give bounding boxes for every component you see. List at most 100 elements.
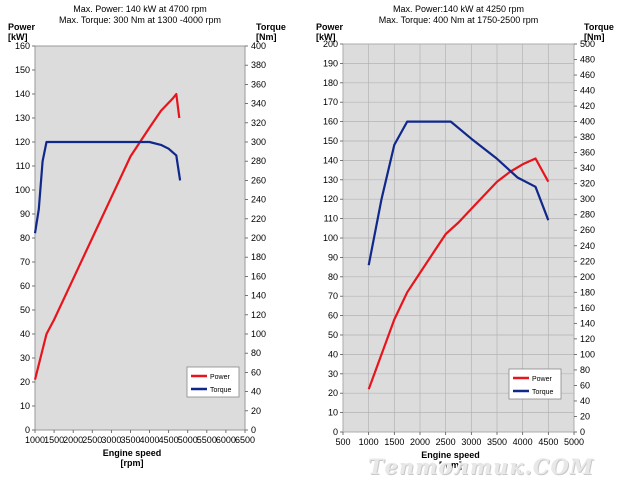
x-tick-label: 1000 — [25, 435, 45, 445]
y-right-tick-label: 160 — [580, 303, 595, 313]
series-line-power — [33, 92, 181, 380]
y-left-tick-label: 150 — [15, 65, 30, 75]
x-tick-label: 2500 — [82, 435, 102, 445]
y-left-tick-label: 50 — [328, 330, 338, 340]
y-right-tick-label: 320 — [580, 179, 595, 189]
y-left-tick-label: 150 — [323, 136, 338, 146]
y-left-tick-label: 140 — [323, 155, 338, 165]
y-left-tick-label: 30 — [328, 369, 338, 379]
x-axis-label: Engine speed — [103, 448, 162, 458]
y-left-tick-label: 180 — [323, 78, 338, 88]
y-left-tick-label: 160 — [15, 41, 30, 51]
series-line-power — [367, 157, 550, 390]
y-left-tick-label: 130 — [15, 113, 30, 123]
x-tick-label: 6500 — [235, 435, 255, 445]
y-left-tick-label: 40 — [20, 329, 30, 339]
legend: Power Torque — [508, 368, 562, 400]
y-left-tick-label: 90 — [328, 252, 338, 262]
y-left-tick-label: 170 — [323, 97, 338, 107]
chart-subtitle: Max. Torque: 400 Nm at 1750-2500 rpm — [379, 15, 538, 25]
y-right-tick-label: 180 — [251, 252, 266, 262]
x-tick-label: 4500 — [538, 437, 558, 447]
y-right-tick-label: 260 — [580, 225, 595, 235]
y-left-tick-label: 20 — [20, 377, 30, 387]
y-left-tick-label: 80 — [328, 272, 338, 282]
y-axis-right-unit: [Nm] — [584, 32, 605, 42]
y-left-tick-label: 0 — [333, 427, 338, 437]
y-right-tick-label: 280 — [580, 210, 595, 220]
x-tick-label: 3000 — [101, 435, 121, 445]
chart-title: Max. Power:140 kW at 4250 rpm — [393, 4, 524, 14]
x-tick-label: 4500 — [159, 435, 179, 445]
y-right-tick-label: 300 — [251, 137, 266, 147]
y-right-tick-label: 300 — [580, 194, 595, 204]
x-tick-label: 3500 — [487, 437, 507, 447]
y-right-tick-label: 100 — [580, 349, 595, 359]
legend-box — [186, 366, 240, 398]
y-left-tick-label: 100 — [15, 185, 30, 195]
y-right-tick-label: 360 — [251, 79, 266, 89]
x-tick-label: 5000 — [178, 435, 198, 445]
y-right-tick-label: 220 — [580, 256, 595, 266]
x-tick-label: 4000 — [513, 437, 533, 447]
legend-box — [508, 368, 562, 400]
x-axis-label: Engine speed — [421, 450, 480, 460]
series-line-torque — [33, 140, 182, 234]
y-right-tick-label: 20 — [580, 411, 590, 421]
x-axis-unit: [rpm] — [121, 458, 144, 468]
legend-label-torque: Torque — [210, 387, 232, 394]
y-left-tick-label: 120 — [323, 194, 338, 204]
y-right-tick-label: 120 — [580, 334, 595, 344]
y-left-tick-label: 90 — [20, 209, 30, 219]
y-right-tick-label: 240 — [251, 195, 266, 205]
y-axis-right-label: Torque — [256, 22, 286, 32]
y-left-tick-label: 0 — [25, 425, 30, 435]
x-tick-label: 500 — [335, 437, 350, 447]
y-left-tick-label: 160 — [323, 117, 338, 127]
y-right-tick-label: 420 — [580, 101, 595, 111]
y-right-tick-label: 180 — [580, 287, 595, 297]
y-right-tick-label: 400 — [251, 41, 266, 51]
y-right-tick-label: 160 — [251, 271, 266, 281]
x-tick-label: 2000 — [410, 437, 430, 447]
x-tick-label: 4000 — [140, 435, 160, 445]
x-tick-label: 2000 — [63, 435, 83, 445]
y-right-tick-label: 220 — [251, 214, 266, 224]
y-right-tick-label: 200 — [580, 272, 595, 282]
y-right-tick-label: 80 — [251, 348, 261, 358]
y-left-tick-label: 130 — [323, 175, 338, 185]
legend-label-power: Power — [532, 376, 553, 383]
y-left-tick-label: 60 — [20, 281, 30, 291]
y-right-tick-label: 60 — [580, 380, 590, 390]
x-tick-label: 3000 — [461, 437, 481, 447]
y-right-tick-label: 100 — [251, 329, 266, 339]
x-axis-unit: [rpm] — [439, 460, 462, 470]
y-left-tick-label: 40 — [328, 349, 338, 359]
y-left-tick-label: 100 — [323, 233, 338, 243]
y-right-tick-label: 240 — [580, 241, 595, 251]
x-tick-label: 3500 — [120, 435, 140, 445]
y-left-tick-label: 50 — [20, 305, 30, 315]
x-tick-label: 1500 — [44, 435, 64, 445]
watermark-logo: Тептолтик.COM — [367, 454, 594, 479]
y-left-tick-label: 10 — [20, 401, 30, 411]
y-axis-right-label: Torque — [584, 22, 614, 32]
y-axis-left-unit: [kW] — [316, 32, 336, 42]
y-right-tick-label: 400 — [580, 117, 595, 127]
legend-label-power: Power — [210, 374, 231, 381]
y-right-tick-label: 0 — [251, 425, 256, 435]
y-right-tick-label: 280 — [251, 156, 266, 166]
y-right-tick-label: 380 — [251, 60, 266, 70]
y-right-tick-label: 200 — [251, 233, 266, 243]
y-left-tick-label: 200 — [323, 39, 338, 49]
y-right-tick-label: 320 — [251, 118, 266, 128]
y-right-tick-label: 140 — [580, 318, 595, 328]
y-axis-left-label: Power — [8, 22, 36, 32]
y-right-tick-label: 360 — [580, 148, 595, 158]
chart-title: Max. Power: 140 kW at 4700 rpm — [73, 4, 207, 14]
y-axis-right-unit: [Nm] — [256, 32, 277, 42]
y-right-tick-label: 500 — [580, 39, 595, 49]
y-axis-left-unit: [kW] — [8, 32, 28, 42]
y-right-tick-label: 80 — [580, 365, 590, 375]
